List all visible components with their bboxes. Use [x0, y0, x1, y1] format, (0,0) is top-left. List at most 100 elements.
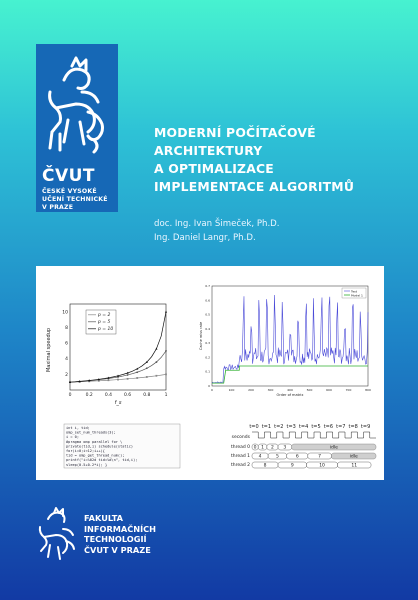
speedup-point [88, 379, 91, 382]
cache-xtick: 0 [211, 388, 213, 392]
authors: doc. Ing. Ivan Šimeček, Ph.D. Ing. Danie… [154, 217, 280, 245]
code-line: printf("i=%02d tid=%d\n", tid,i); [66, 458, 137, 462]
cache-xtick: 800 [365, 388, 371, 392]
speedup-legend-entry: p = 2 [97, 312, 110, 318]
book-title-line: ARCHITEKTURY [154, 143, 263, 158]
timeline-time: t=3 [287, 424, 296, 430]
speedup-point [97, 378, 100, 381]
timeline-time: t=8 [349, 424, 358, 430]
speedup-xtick: 1 [165, 392, 168, 398]
timeline-task-label: 4 [259, 454, 262, 460]
timeline-task-label: 5 [276, 454, 279, 460]
speedup-point [155, 347, 158, 350]
timeline-time: t=2 [274, 424, 283, 430]
speedup-ytick: 4 [65, 356, 68, 362]
figure-collage: Maximal speedup f_s 0 0.2 0.4 0.6 0.8 1 2 4 6 8 1… [46, 284, 377, 469]
code-line: #pragma omp parallel for \ [66, 440, 122, 444]
speedup-point [164, 310, 168, 313]
cache-test-series [211, 295, 369, 384]
code-line: for(i=0;i<12;i++){ [66, 449, 105, 453]
fit-name-line: FAKULTA [84, 513, 123, 523]
timeline-idle-label: idle [330, 445, 338, 451]
cache-legend-test: Test [350, 289, 358, 293]
cache-legend-model: Model 1 [351, 293, 363, 297]
speedup-point [126, 377, 129, 380]
cache-plot: Cache miss rate Order of matrix 0 0.1 0.2 0… [199, 284, 371, 397]
timeline-idle [291, 443, 377, 451]
cvut-full-name-line: V PRAZE [42, 204, 74, 211]
cache-ytick: 0.2 [205, 355, 210, 359]
cache-legend [341, 287, 367, 299]
cache-ytick: 0 [208, 384, 210, 388]
speedup-point [136, 371, 139, 374]
timeline-row-label: thread 0 [231, 444, 250, 450]
cache-plot-frame [211, 285, 369, 387]
timeline-time: t=5 [311, 424, 320, 430]
speedup-point [165, 373, 167, 376]
speedup-xtick: 0.8 [143, 392, 150, 398]
timeline-task-label: 2 [271, 445, 274, 451]
timeline-task-label: 0 [254, 445, 257, 451]
speedup-ylabel: Maximal speedup [46, 328, 52, 372]
timeline-idle [331, 452, 377, 460]
cache-xtick: 100 [229, 388, 235, 392]
speedup-point [126, 371, 129, 374]
cache-ytick: 0.4 [205, 327, 210, 331]
speedup-plot: Maximal speedup f_s 0 0.2 0.4 0.6 0.8 1 2 4 6 8 1… [46, 303, 168, 406]
code-line: tid = omp_get_thread_num(); [66, 454, 124, 458]
author: Ing. Daniel Langr, Ph.D. [154, 233, 256, 243]
book-title-line: A OPTIMALIZACE [154, 161, 274, 176]
speedup-point [155, 361, 158, 363]
timeline-time: t=0 [249, 424, 258, 430]
timeline-time: t=6 [324, 424, 333, 430]
timeline-time: t=7 [336, 424, 345, 430]
cvut-abbr: ČVUT [42, 166, 96, 186]
speedup-point [78, 380, 81, 383]
author: doc. Ing. Ivan Šimeček, Ph.D. [154, 219, 280, 229]
book-title-line: IMPLEMENTACE ALGORITMŮ [154, 179, 355, 194]
speedup-point [97, 379, 100, 382]
speedup-point [145, 360, 148, 363]
timeline-task-label: 6 [296, 454, 299, 460]
timeline-time: t=9 [361, 424, 370, 430]
speedup-point [145, 376, 148, 378]
cache-xtick: 400 [287, 388, 293, 392]
speedup-point [107, 376, 110, 379]
cache-xlabel: Order of matrix [277, 393, 304, 397]
fit-name-line: TECHNOLOGIÍ [84, 534, 147, 544]
thread-timeline: t=0 t=1 t=2 t=3 t=4 t=5 t=6 t=7 t=8 t=9 seconds t… [231, 424, 377, 469]
cache-model-series [212, 365, 368, 384]
code-line: private(tid,i) schedule(static) [66, 444, 133, 448]
speedup-xtick: 0 [69, 392, 72, 398]
speedup-xtick: 0.2 [86, 392, 93, 398]
speedup-point [68, 380, 72, 383]
code-listing: int i, tid;omp_set_num_threads(3);i = 0;… [63, 423, 181, 469]
cvut-full-name-line: ČESKÉ VYSOKÉ [42, 188, 97, 195]
speedup-xlabel: f_s [115, 400, 122, 406]
speedup-point [145, 367, 148, 370]
speedup-legend-entry: p = 5 [97, 319, 110, 325]
timeline-task [337, 461, 372, 469]
code-line: int i, tid; [66, 426, 90, 430]
speedup-point [165, 350, 167, 352]
book-title-line: MODERNÍ POČÍTAČOVÉ [154, 125, 316, 140]
cvut-lion-icon [48, 56, 104, 154]
speedup-xtick: 0.6 [124, 392, 131, 398]
speedup-ytick: 6 [65, 341, 68, 347]
timeline-seconds-label: seconds [232, 434, 251, 440]
speedup-curve [69, 311, 167, 383]
cache-ytick: 0.1 [205, 370, 210, 374]
speedup-point [126, 374, 129, 376]
timeline-task-label: 8 [264, 463, 267, 469]
cache-xtick: 200 [248, 388, 254, 392]
timeline-idle-label: idle [350, 454, 358, 460]
fit-logo: FAKULTA INFORMAČNÍCH TECHNOLOGIÍ ČVUT V … [36, 507, 204, 563]
cache-xtick: 300 [268, 388, 274, 392]
speedup-plot-frame [69, 303, 167, 391]
cache-xtick: 600 [326, 388, 332, 392]
fit-name: FAKULTA INFORMAČNÍCH TECHNOLOGIÍ ČVUT V … [84, 513, 204, 555]
cvut-full-name: ČESKÉ VYSOKÉ UČENÍ TECHNICKÉ V PRAZE [42, 188, 116, 212]
timeline-task-label: 7 [318, 454, 321, 460]
speedup-point [116, 374, 120, 377]
speedup-legend-entry: p = 10 [97, 326, 113, 332]
